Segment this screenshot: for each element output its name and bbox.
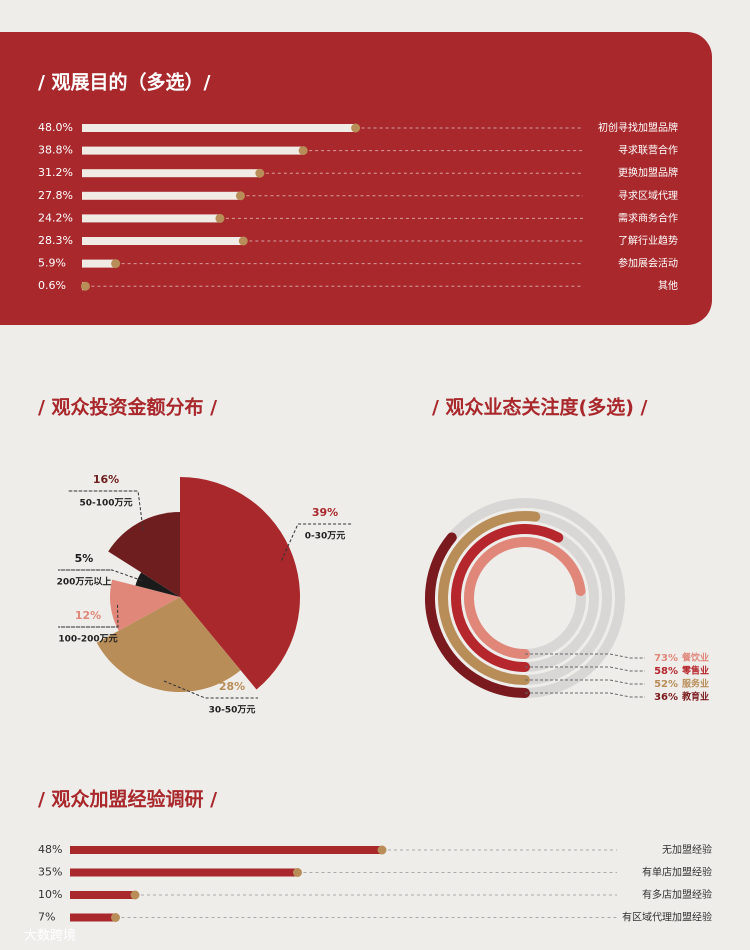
category-label: 其他 (658, 279, 678, 292)
bar (70, 846, 382, 854)
leader-line (525, 653, 645, 659)
radial-bar (438, 511, 541, 685)
bar (82, 124, 356, 132)
category-label: 参加展会活动 (618, 257, 678, 270)
pie-slice (180, 477, 301, 690)
watermark: 大数跨境 (24, 929, 76, 944)
category-label: 更换加盟品牌 (618, 166, 678, 179)
pie-slice (135, 572, 180, 597)
value-label: 48% (38, 843, 62, 856)
radial-bar (425, 532, 530, 698)
value-label: 0.6% (38, 279, 66, 292)
value-label: 5.9% (38, 257, 66, 270)
value-label: 10% (38, 888, 62, 901)
panel (0, 32, 712, 325)
category-label: 餐饮业 (681, 652, 709, 664)
chart-title: / 观众投资金额分布 / (38, 396, 217, 419)
category-label: 50-100万元 (79, 498, 132, 509)
category-label: 有多店加盟经验 (642, 888, 712, 901)
leader-line (525, 666, 645, 672)
leader-line (58, 569, 143, 582)
pie-slice (110, 579, 180, 631)
leader-line (525, 692, 645, 698)
pie-slice (96, 597, 241, 693)
bar-end-dot (215, 213, 225, 223)
value-label: 12% (75, 609, 101, 622)
category-label: 了解行业趋势 (618, 234, 678, 247)
category-label: 教育业 (681, 691, 709, 703)
radial-bar (464, 537, 586, 659)
pie-slice (108, 512, 180, 597)
leader-line (58, 604, 119, 628)
category-label: 服务业 (682, 678, 709, 690)
category-label: 初创寻找加盟品牌 (598, 121, 678, 134)
value-label: 16% (93, 473, 119, 486)
bar-end-dot (238, 236, 248, 246)
bar (82, 259, 116, 268)
category-label: 无加盟经验 (662, 843, 712, 856)
bar-end-dot (255, 168, 265, 178)
category-label: 有区域代理加盟经验 (622, 911, 712, 924)
value-label: 24.2% (38, 211, 73, 224)
value-label: 58% (654, 666, 678, 677)
leader-line (281, 523, 352, 561)
bar-end-dot (298, 146, 308, 156)
value-label: 7% (38, 911, 55, 924)
category-label: 需求商务合作 (618, 211, 678, 224)
value-label: 48.0% (38, 121, 73, 134)
bar (82, 237, 244, 245)
bar (70, 891, 135, 899)
bar-end-dot (111, 913, 120, 922)
category-label: 0-30万元 (305, 531, 346, 542)
bar-end-dot (351, 123, 361, 133)
bar-end-dot (111, 259, 121, 269)
bar-end-dot (130, 890, 140, 900)
value-label: 39% (312, 506, 338, 519)
value-label: 36% (654, 692, 678, 703)
category-label: 有单店加盟经验 (642, 866, 712, 879)
chart-title: / 观展目的（多选）/ (38, 71, 211, 94)
bar (82, 169, 260, 178)
bar (82, 214, 220, 223)
category-label: 寻求联营合作 (618, 144, 678, 157)
bar-end-dot (293, 868, 302, 877)
bar-end-dot (235, 191, 245, 201)
chart-title: / 观众加盟经验调研 / (38, 788, 217, 811)
category-label: 30-50万元 (209, 705, 256, 716)
category-label: 零售业 (681, 665, 709, 677)
bar (70, 868, 298, 877)
value-label: 5% (75, 552, 94, 565)
leader-line (525, 679, 645, 685)
bar (82, 191, 241, 200)
bar (70, 913, 116, 922)
bar-end-dot (377, 845, 387, 855)
category-label: 200万元以上 (57, 576, 112, 588)
chart-title: / 观众业态关注度(多选) / (432, 396, 648, 419)
bar (82, 146, 304, 155)
value-label: 28.3% (38, 234, 73, 247)
value-label: 28% (219, 680, 245, 693)
value-label: 27.8% (38, 189, 73, 202)
value-label: 31.2% (38, 166, 73, 179)
value-label: 35% (38, 866, 62, 879)
value-label: 52% (654, 679, 678, 690)
bar-end-dot (80, 281, 90, 291)
value-label: 73% (654, 653, 678, 664)
radial-bar (451, 524, 564, 672)
value-label: 38.8% (38, 144, 73, 157)
category-label: 100-200万元 (58, 634, 117, 645)
category-label: 寻求区域代理 (618, 189, 678, 202)
